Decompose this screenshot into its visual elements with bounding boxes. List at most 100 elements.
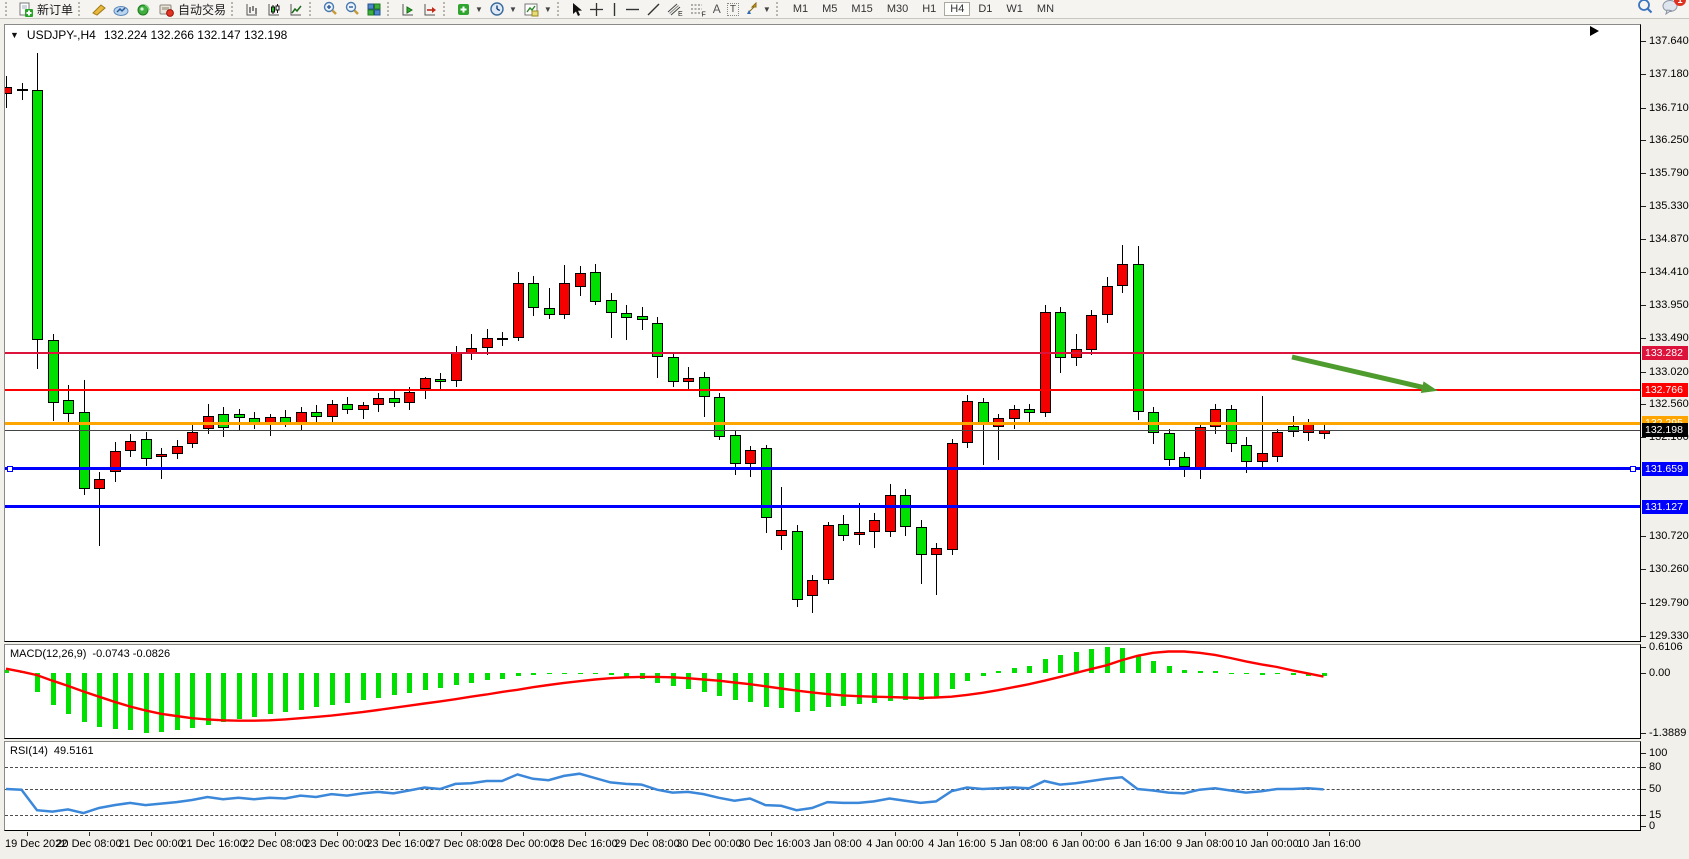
macd-histogram-bar [1136, 655, 1141, 673]
candle [187, 431, 198, 444]
fibonacci-tool-button[interactable]: F [687, 1, 710, 18]
profiles-button[interactable] [110, 1, 133, 18]
timeframe-M15[interactable]: M15 [851, 3, 873, 15]
time-tick [523, 832, 524, 836]
candle-wick [998, 414, 999, 461]
candle [838, 523, 849, 537]
trendline-tool-button[interactable] [643, 1, 664, 18]
collapse-triangle-icon[interactable]: ▼ [10, 30, 19, 40]
toolbar-grip[interactable] [556, 2, 563, 16]
new-order-button[interactable]: 新订单 [15, 1, 76, 18]
timeframe-MN[interactable]: MN [1036, 3, 1055, 15]
rsi-panel[interactable] [4, 741, 1641, 831]
toolbar-grip[interactable] [5, 2, 11, 16]
label-tool-button[interactable]: T [724, 1, 742, 18]
price-line-133.282[interactable] [5, 351, 1640, 354]
timeframe-M30[interactable]: M30 [886, 3, 909, 15]
toolbar-grip[interactable] [443, 2, 449, 16]
templates-button[interactable]: ▼ [520, 1, 555, 18]
line-handle[interactable] [7, 465, 13, 472]
candle [513, 282, 524, 338]
tile-windows-button[interactable] [363, 1, 385, 18]
main-chart-panel[interactable] [4, 24, 1641, 642]
timeframe-H4[interactable]: H4 [944, 2, 971, 16]
toolbar-grip[interactable] [231, 2, 237, 16]
price-axis-label: 129.330 [1649, 629, 1689, 642]
toolbar-grip[interactable] [387, 2, 393, 16]
timeframe-M5[interactable]: M5 [822, 3, 838, 15]
bar-chart-icon [244, 2, 260, 17]
candle [528, 282, 539, 308]
price-line-132.295[interactable] [5, 421, 1640, 425]
toolbar-grip[interactable] [78, 2, 84, 16]
line-chart-button[interactable] [285, 1, 307, 18]
price-tick [1641, 173, 1646, 175]
arrows-tool-button[interactable]: ▼ [742, 1, 774, 18]
timeframe-W1[interactable]: W1 [1006, 3, 1023, 15]
time-label: 21 Dec 16:00 [180, 838, 246, 850]
timeframe-D1[interactable]: D1 [978, 3, 993, 15]
horizontal-line-tool-button[interactable] [622, 1, 643, 18]
time-tick [585, 832, 586, 836]
macd-histogram-bar [702, 673, 707, 693]
time-label: 5 Jan 08:00 [990, 838, 1048, 850]
auto-scroll-icon [400, 2, 416, 17]
toolbar-grip[interactable] [775, 2, 782, 16]
price-axis-label: 134.410 [1649, 266, 1689, 279]
auto-scroll-button[interactable] [397, 1, 419, 18]
macd-histogram-bar [423, 673, 428, 691]
time-tick [1081, 832, 1082, 836]
line-handle[interactable] [1630, 465, 1636, 472]
chart-shift-marker[interactable] [1590, 26, 1599, 36]
toolbar-grip[interactable] [309, 2, 315, 16]
price-axis-label: 129.790 [1649, 596, 1689, 609]
time-tick [647, 832, 648, 836]
timeframe-H1[interactable]: H1 [922, 3, 937, 15]
zoom-out-button[interactable] [341, 1, 363, 18]
zoom-in-button[interactable] [319, 1, 341, 18]
chart-shift-button[interactable] [419, 1, 441, 18]
channel-tool-button[interactable]: E [664, 1, 687, 18]
price-line-131.127[interactable] [5, 505, 1640, 509]
cursor-tool-button[interactable] [567, 1, 586, 18]
time-label: 21 Dec 00:00 [118, 838, 184, 850]
macd-histogram-bar [1260, 673, 1265, 675]
chat-button[interactable]: 1 [1662, 0, 1686, 20]
candle [544, 307, 555, 315]
market-signal-button[interactable] [133, 1, 155, 18]
price-line-132.766[interactable] [5, 388, 1640, 391]
price-axis-label: 130.260 [1649, 563, 1689, 575]
text-tool-button[interactable]: A [710, 1, 724, 18]
macd-histogram-bar [624, 673, 629, 677]
autotrading-button[interactable]: 自动交易 [155, 1, 229, 18]
price-tick [1641, 272, 1646, 274]
crosshair-tool-button[interactable] [586, 1, 607, 18]
candle-wick [239, 408, 240, 431]
price-axis-label: 134.870 [1649, 233, 1689, 246]
rsi-tick [1641, 767, 1646, 769]
chart-style-button[interactable] [88, 1, 110, 18]
price-tag-133.282: 133.282 [1642, 345, 1688, 360]
macd-name: MACD(12,26,9) [10, 648, 87, 660]
periods-button[interactable]: ▼ [486, 1, 520, 18]
search-icon[interactable] [1636, 0, 1654, 20]
price-tick [1641, 569, 1646, 570]
macd-histogram-bar [330, 673, 335, 705]
candle [978, 402, 989, 423]
bar-chart-button[interactable] [241, 1, 263, 18]
candle [17, 88, 28, 91]
macd-histogram-bar [376, 673, 381, 698]
macd-panel[interactable] [4, 644, 1641, 739]
macd-histogram-bar [1182, 669, 1187, 673]
macd-histogram-bar [314, 673, 319, 708]
candlestick-chart-button[interactable] [263, 1, 285, 18]
candle [575, 272, 586, 288]
time-tick [833, 832, 834, 836]
vertical-line-tool-button[interactable] [607, 1, 622, 18]
macd-histogram-bar [857, 673, 862, 704]
macd-histogram-bar [981, 673, 986, 676]
timeframe-M1[interactable]: M1 [792, 3, 809, 15]
price-line-131.659[interactable] [5, 467, 1640, 471]
candle-wick [22, 82, 23, 100]
indicators-button[interactable]: ▼ [453, 1, 486, 18]
